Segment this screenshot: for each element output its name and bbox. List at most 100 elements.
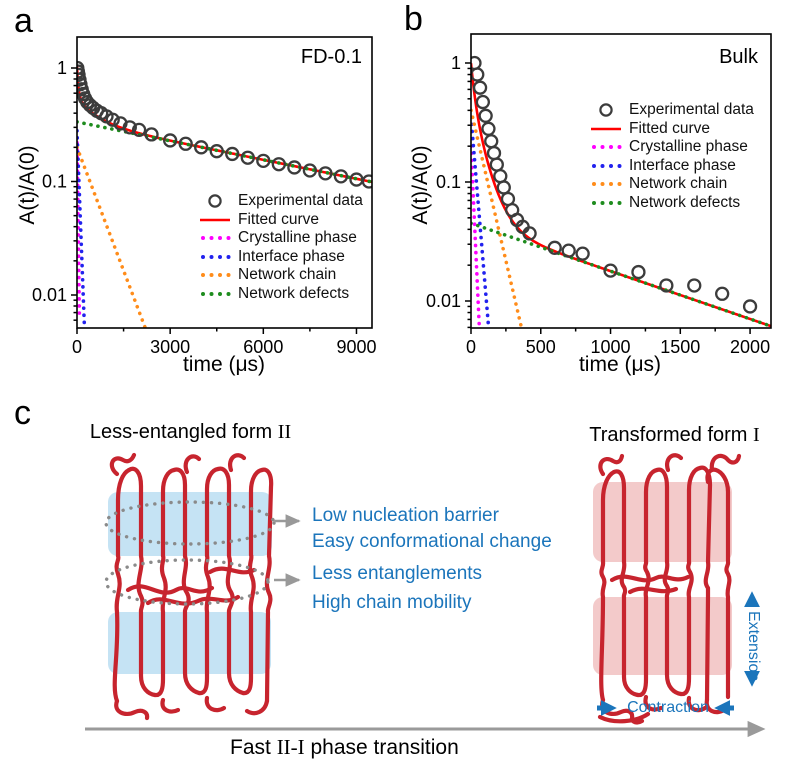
dots-legend-marker-icon [201,254,231,259]
legend-dot [218,273,222,278]
legend-dot [617,182,622,187]
panel-a-ylabel: A(t)/A(0) [16,145,39,225]
panel-b-legend: Experimental data Fitted curve Crystalline… [588,101,754,212]
legend-dot [218,254,222,259]
legend-dot [201,236,205,241]
experimental-point [472,80,488,95]
experimental-point [478,108,493,123]
experimental-point [659,278,674,293]
legend-label: Fitted curve [629,119,710,137]
legend-row: Experimental data [197,192,363,211]
legend-dot [226,291,231,296]
legend-dot [209,236,214,241]
y-tick-label: 0.1 [42,172,67,192]
legend-dot [617,145,622,150]
experimental-point [631,264,646,280]
legend-dot [609,163,613,168]
experimental-point [194,140,209,155]
legend-dot [592,145,596,150]
line-legend-marker-icon [200,218,230,222]
legend-dot [592,200,596,205]
legend-label: Interface phase [238,247,345,265]
experimental-point [318,166,333,181]
panel-a-letter: a [14,2,33,40]
experimental-point [475,94,491,110]
experimental-point [144,127,159,142]
component-curve [471,108,524,328]
panel-a-legend: Experimental data Fitted curve Crystalline… [197,192,363,303]
legend-dot [209,254,214,259]
experimental-point [131,122,147,138]
legend-label: Network chain [629,175,728,193]
dots-legend-marker-icon [201,291,231,296]
legend-label: Experimental data [629,101,754,119]
panel-a-xlabel: time (μs) [182,353,266,376]
legend-dot [226,273,231,278]
legend-dot [218,236,222,241]
experimental-point [287,160,302,175]
annotation-arrows [274,514,301,587]
form1-lamella-bottom [593,597,732,675]
experimental-point [361,174,372,189]
y-tick-label: 0.01 [426,291,461,311]
caption-pre: Fast [230,736,277,759]
experimental-point [271,157,286,172]
legend-row: Network chain [588,175,754,194]
legend-dot [201,291,205,296]
annotation-low-nucleation: Low nucleation barrier [312,505,499,526]
legend-row: Network chain [197,266,363,285]
legend-label: Experimental data [238,192,363,210]
legend-dot [209,273,214,278]
plot-frame [76,36,373,329]
dots-legend-marker-icon [592,163,622,168]
legend-dot [201,273,205,278]
contraction-label: Contraction [627,699,709,716]
form2-lamella-bottom [108,612,271,674]
dots-legend-marker-icon [592,145,622,150]
experimental-point [742,299,758,314]
form1-title-numeral: I [753,424,760,446]
form1-title: Transformed form I [572,424,777,447]
experimental-point [522,226,537,241]
experimental-point [561,243,576,258]
component-curve [471,221,771,328]
plot-frame [470,33,772,329]
circle-legend-marker-icon [599,103,613,117]
panel-b-title: Bulk [719,46,758,68]
experimental-point [687,278,702,293]
legend-dot [226,236,231,241]
form2-title: Less-entangled form II [88,421,293,444]
experimental-point [105,112,120,127]
diagram-panel-c [85,452,766,738]
component-curve [77,128,87,328]
form1-chains [597,453,742,725]
legend-label: Interface phase [629,156,736,174]
legend-row: Crystalline phase [197,229,363,248]
experimental-point [484,134,499,149]
legend-label: Crystalline phase [629,138,748,156]
legend-row: Crystalline phase [588,138,754,157]
x-tick-label: 6000 [243,337,283,357]
legend-dot [609,200,613,205]
legend-row: Interface phase [588,157,754,176]
annotation-less-entanglements: Less entanglements [312,563,483,584]
experimental-point [240,150,255,165]
x-tick-label: 2000 [730,337,770,357]
legend-dot [617,200,622,205]
experimental-point [715,286,730,301]
legend-row: Fitted curve [197,211,363,230]
chart-panel-a: 0 3000 6000 9000 1 0.1 0.01 [32,36,376,357]
legend-dot [600,145,605,150]
panel-b-ylabel: A(t)/A(0) [409,145,432,225]
y-tick-label: 0.01 [32,285,67,305]
experimental-point [178,136,193,151]
form1-lamella-top [593,482,732,562]
form2-title-main: Less-entangled form [89,421,278,443]
legend-dot [600,182,605,187]
experimental-point [122,120,137,135]
legend-row: Network defects [588,194,754,213]
legend-label: Fitted curve [238,210,319,228]
legend-dot [209,291,214,296]
extension-label: Extension [745,611,762,682]
